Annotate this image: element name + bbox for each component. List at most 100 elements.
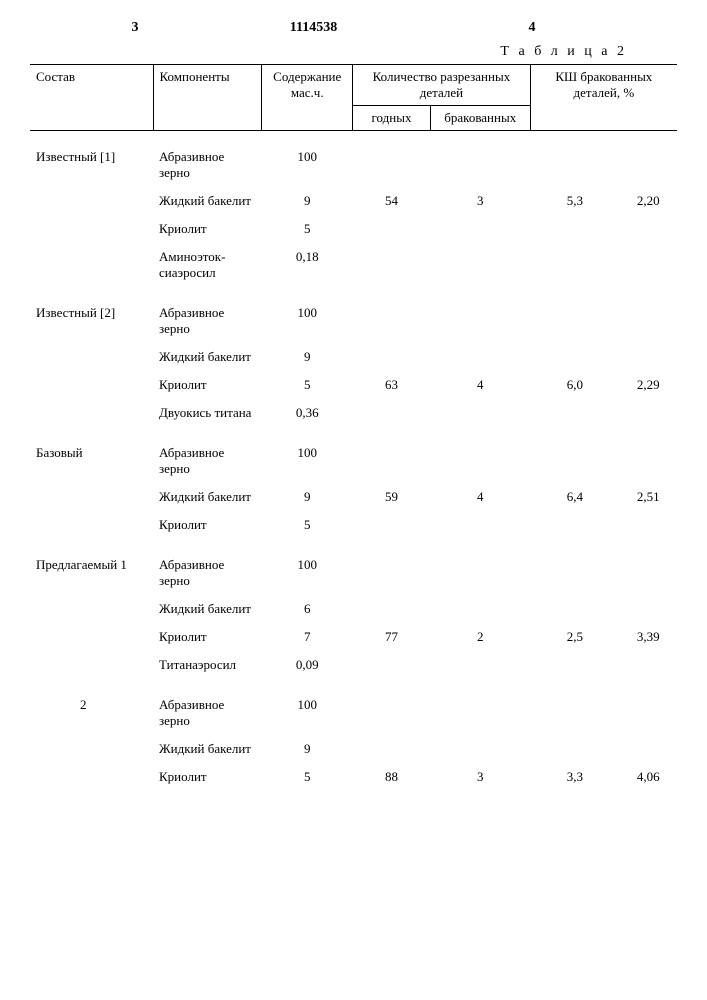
cell-ksh: [530, 511, 619, 539]
table-row: Извест­ный [2]Абразивное зерно100: [30, 287, 677, 343]
cell-ksh: [530, 651, 619, 679]
cell-godnyh: [353, 651, 431, 679]
cell-ksh2: [620, 651, 677, 679]
table-row: Извест­ный [1]Абразивное зерно100: [30, 131, 677, 188]
cell-component: Жидкий бакелит: [153, 735, 262, 763]
col-kolvo: Количество разрезанных деталей: [353, 65, 530, 106]
table-row: Двуокись титана0,36: [30, 399, 677, 427]
col-soderzh: Содержание мас.ч.: [262, 65, 353, 131]
cell-component: Абразивное зерно: [153, 287, 262, 343]
cell-ksh2: [620, 399, 677, 427]
data-table: Состав Компоненты Содержание мас.ч. Коли…: [30, 64, 677, 791]
cell-value: 5: [262, 371, 353, 399]
cell-ksh: 5,3: [530, 187, 619, 215]
cell-ksh: [530, 595, 619, 623]
cell-ksh: [530, 735, 619, 763]
cell-brakovan: [430, 215, 530, 243]
cell-component: Жидкий ба­келит: [153, 343, 262, 371]
cell-ksh2: 2,51: [620, 483, 677, 511]
cell-godnyh: [353, 243, 431, 287]
cell-ksh: [530, 427, 619, 483]
table-row: Жидкий ба­келит95946,42,51: [30, 483, 677, 511]
cell-value: 100: [262, 287, 353, 343]
cell-godnyh: [353, 399, 431, 427]
cell-godnyh: 88: [353, 763, 431, 791]
cell-component: Жидкий ба­келит: [153, 187, 262, 215]
cell-component: Жидкий бакелит: [153, 595, 262, 623]
cell-value: 0,18: [262, 243, 353, 287]
cell-component: Криолит: [153, 215, 262, 243]
col-ksh: КШ бракован­ных деталей, %: [530, 65, 677, 131]
cell-component: Абразивное зерно: [153, 131, 262, 188]
cell-godnyh: [353, 427, 431, 483]
table-row: Криолит56346,02,29: [30, 371, 677, 399]
cell-brakovan: [430, 131, 530, 188]
table-row: Предла­гаемый 1Абразивное зерно100: [30, 539, 677, 595]
cell-brakovan: [430, 651, 530, 679]
col-brakovan: бракованных: [430, 106, 530, 131]
cell-component: Аминоэток­сиаэросил: [153, 243, 262, 287]
cell-ksh: 6,0: [530, 371, 619, 399]
table-row: Криолит77722,53,39: [30, 623, 677, 651]
cell-value: 9: [262, 187, 353, 215]
cell-component: Криолит: [153, 511, 262, 539]
cell-value: 100: [262, 131, 353, 188]
cell-sostav: [30, 511, 153, 539]
cell-ksh2: [620, 679, 677, 735]
page-header: 3 1114538 4: [30, 20, 677, 36]
cell-brakovan: [430, 343, 530, 371]
cell-sostav: 2: [30, 679, 153, 735]
cell-value: 100: [262, 427, 353, 483]
cell-sostav: Извест­ный [2]: [30, 287, 153, 343]
cell-ksh2: [620, 539, 677, 595]
col-sostav: Состав: [30, 65, 153, 131]
cell-brakovan: 3: [430, 763, 530, 791]
cell-ksh2: 3,39: [620, 623, 677, 651]
cell-ksh: [530, 539, 619, 595]
cell-godnyh: [353, 539, 431, 595]
cell-ksh2: [620, 287, 677, 343]
cell-ksh2: [620, 215, 677, 243]
cell-sostav: [30, 399, 153, 427]
cell-value: 6: [262, 595, 353, 623]
table-header: Состав Компоненты Содержание мас.ч. Коли…: [30, 65, 677, 131]
cell-component: Криолит: [153, 763, 262, 791]
cell-ksh: [530, 131, 619, 188]
cell-ksh2: 2,29: [620, 371, 677, 399]
cell-ksh2: [620, 131, 677, 188]
cell-brakovan: 4: [430, 483, 530, 511]
cell-ksh2: 2,20: [620, 187, 677, 215]
cell-ksh2: [620, 243, 677, 287]
cell-godnyh: [353, 511, 431, 539]
cell-ksh2: [620, 735, 677, 763]
cell-brakovan: 4: [430, 371, 530, 399]
cell-ksh2: [620, 343, 677, 371]
cell-value: 9: [262, 735, 353, 763]
cell-brakovan: [430, 595, 530, 623]
table-row: Жидкий ба­келит95435,32,20: [30, 187, 677, 215]
cell-godnyh: [353, 131, 431, 188]
cell-sostav: [30, 763, 153, 791]
table-row: Жидкий бакелит9: [30, 735, 677, 763]
cell-sostav: [30, 595, 153, 623]
cell-brakovan: 3: [430, 187, 530, 215]
table-row: Криолит5: [30, 511, 677, 539]
cell-component: Абразивное зерно: [153, 679, 262, 735]
cell-sostav: Извест­ный [1]: [30, 131, 153, 188]
cell-sostav: [30, 343, 153, 371]
cell-sostav: [30, 483, 153, 511]
cell-ksh: [530, 399, 619, 427]
cell-component: Двуокись титана: [153, 399, 262, 427]
cell-godnyh: 63: [353, 371, 431, 399]
table-caption: Т а б л и ц а 2: [30, 44, 677, 60]
cell-ksh2: [620, 511, 677, 539]
table-row: Аминоэток­сиаэросил0,18: [30, 243, 677, 287]
cell-ksh2: [620, 595, 677, 623]
cell-component: Жидкий ба­келит: [153, 483, 262, 511]
cell-value: 100: [262, 539, 353, 595]
cell-brakovan: [430, 735, 530, 763]
cell-sostav: Базовый: [30, 427, 153, 483]
cell-value: 9: [262, 483, 353, 511]
cell-value: 5: [262, 215, 353, 243]
cell-sostav: Предла­гаемый 1: [30, 539, 153, 595]
